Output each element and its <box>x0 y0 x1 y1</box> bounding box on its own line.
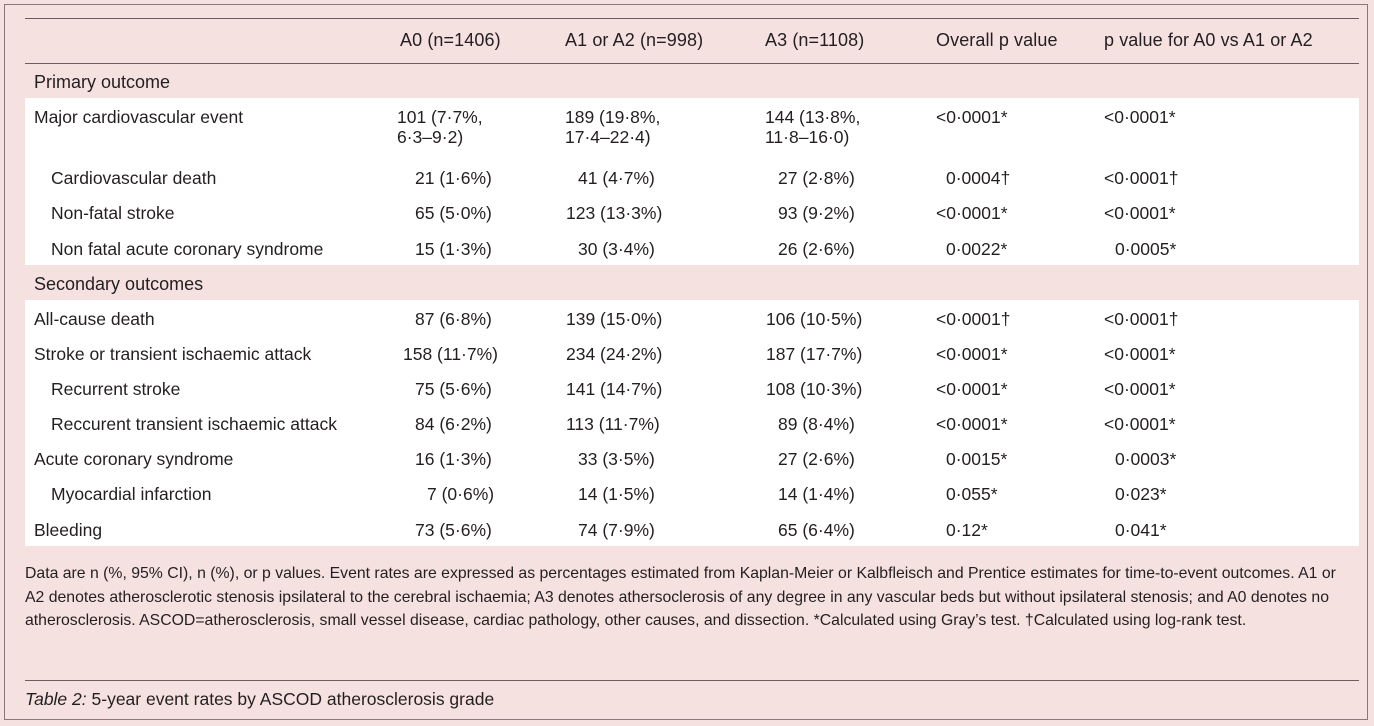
caption-label: Table 2: <box>25 689 87 709</box>
cell-a0: 84 (6·2%) <box>415 414 492 434</box>
row-label: Stroke or transient ischaemic attack <box>34 344 312 364</box>
cell-overall-p: 0·0004† <box>946 168 1011 188</box>
cell-a0: 158 (11·7%) <box>403 344 499 364</box>
caption-rule <box>25 680 1359 681</box>
cell-overall-p: 0·055* <box>946 484 998 504</box>
cell-a3: 65 (6·4%) <box>778 520 855 540</box>
col-header-p-a0-vs-a1a2: p value for A0 vs A1 or A2 <box>1104 30 1313 50</box>
cell-overall-p: <0·0001* <box>936 414 1008 434</box>
row-label: Major cardiovascular event <box>34 107 244 127</box>
cell-p-a0-vs: <0·0001* <box>1104 203 1176 223</box>
cell-overall-p: <0·0001* <box>936 107 1008 127</box>
cell-a0: 87 (6·8%) <box>415 309 492 329</box>
row-label: All-cause death <box>34 309 155 329</box>
row-label: Non fatal acute coronary syndrome <box>51 239 324 259</box>
caption-text: 5-year event rates by ASCOD atherosclero… <box>86 689 495 709</box>
cell-overall-p: <0·0001* <box>936 344 1008 364</box>
cell-a3: 14 (1·4%) <box>778 484 855 504</box>
cell-p-a0-vs: 0·023* <box>1115 484 1167 504</box>
cell-a0: 65 (5·0%) <box>415 203 492 223</box>
cell-a3: 144 (13·8%, 11·8–16·0) <box>765 107 861 147</box>
cell-a1a2: 33 (3·5%) <box>578 449 655 469</box>
row-label: Bleeding <box>34 520 103 540</box>
cell-a3: 26 (2·6%) <box>778 239 855 259</box>
cell-overall-p: <0·0001† <box>936 309 1011 329</box>
table-frame: A0 (n=1406) A1 or A2 (n=998) A3 (n=1108)… <box>4 4 1368 720</box>
primary-band <box>25 98 1359 265</box>
cell-a1a2: 14 (1·5%) <box>578 484 655 504</box>
cell-p-a0-vs: <0·0001* <box>1104 414 1176 434</box>
row-label: Cardiovascular death <box>51 168 217 188</box>
cell-a1a2: 41 (4·7%) <box>578 168 655 188</box>
cell-a0: 75 (5·6%) <box>415 379 492 399</box>
cell-p-a0-vs: <0·0001* <box>1104 379 1176 399</box>
cell-a3: 108 (10·3%) <box>766 379 863 399</box>
col-header-overall-p: Overall p value <box>936 30 1058 50</box>
col-header-a3: A3 (n=1108) <box>765 30 865 50</box>
cell-a3: 27 (2·8%) <box>778 168 855 188</box>
section-title-primary: Primary outcome <box>34 72 171 92</box>
cell-a3: 187 (17·7%) <box>766 344 863 364</box>
cell-a1a2: 30 (3·4%) <box>578 239 655 259</box>
cell-p-a0-vs: <0·0001† <box>1104 309 1179 329</box>
section-title-secondary: Secondary outcomes <box>34 274 204 294</box>
col-header-a0: A0 (n=1406) <box>400 30 501 50</box>
cell-a1a2: 113 (11·7%) <box>566 414 660 434</box>
cell-a0: 15 (1·3%) <box>415 239 492 259</box>
cell-a1a2: 139 (15·0%) <box>566 309 663 329</box>
cell-a0: 21 (1·6%) <box>415 168 492 188</box>
cell-a1a2: 189 (19·8%, 17·4–22·4) <box>565 107 661 147</box>
row-label: Recurrent stroke <box>51 379 181 399</box>
cell-a0: 16 (1·3%) <box>415 449 492 469</box>
cell-p-a0-vs: 0·0005* <box>1115 239 1177 259</box>
cell-a0: 7 (0·6%) <box>427 484 495 504</box>
cell-overall-p: 0·0022* <box>946 239 1008 259</box>
cell-overall-p: <0·0001* <box>936 379 1008 399</box>
cell-a0: 101 (7·7%, 6·3–9·2) <box>397 107 483 147</box>
table-footnote: Data are n (%, 95% CI), n (%), or p valu… <box>25 565 1336 629</box>
cell-overall-p: 0·0015* <box>946 449 1008 469</box>
cell-a3: 106 (10·5%) <box>766 309 863 329</box>
row-label: Myocardial infarction <box>51 484 212 504</box>
cell-p-a0-vs: <0·0001* <box>1104 107 1176 127</box>
cell-overall-p: <0·0001* <box>936 203 1008 223</box>
col-header-a1-a2: A1 or A2 (n=998) <box>565 30 704 50</box>
cell-p-a0-vs: <0·0001† <box>1104 168 1179 188</box>
cell-a1a2: 234 (24·2%) <box>566 344 663 364</box>
cell-a3: 89 (8·4%) <box>778 414 855 434</box>
cell-p-a0-vs: <0·0001* <box>1104 344 1176 364</box>
row-label: Non-fatal stroke <box>51 203 175 223</box>
cell-a1a2: 123 (13·3%) <box>566 203 663 223</box>
cell-overall-p: 0·12* <box>946 520 988 540</box>
header-rule <box>25 63 1359 64</box>
top-rule <box>25 18 1359 19</box>
secondary-band <box>25 300 1359 546</box>
cell-a0: 73 (5·6%) <box>415 520 492 540</box>
cell-p-a0-vs: 0·0003* <box>1115 449 1177 469</box>
row-label: Acute coronary syndrome <box>34 449 234 469</box>
cell-p-a0-vs: 0·041* <box>1115 520 1167 540</box>
cell-a3: 27 (2·6%) <box>778 449 855 469</box>
row-label: Reccurent transient ischaemic attack <box>51 414 337 434</box>
cell-a3: 93 (9·2%) <box>778 203 855 223</box>
table-caption: Table 2: 5-year event rates by ASCOD ath… <box>25 688 494 710</box>
cell-a1a2: 141 (14·7%) <box>566 379 663 399</box>
cell-a1a2: 74 (7·9%) <box>578 520 655 540</box>
